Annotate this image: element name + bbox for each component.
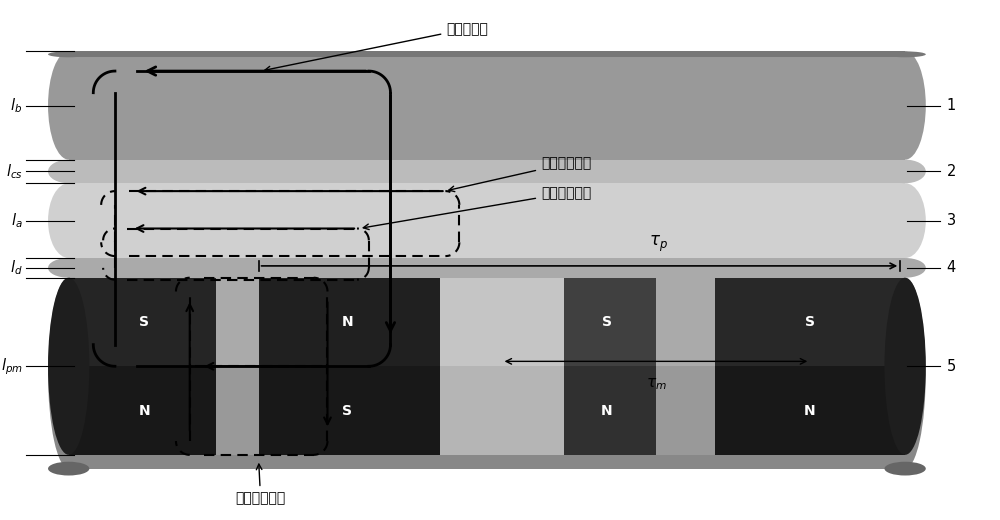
Text: S: S bbox=[805, 315, 815, 329]
Text: 3: 3 bbox=[946, 213, 956, 228]
Ellipse shape bbox=[884, 278, 926, 469]
Text: 5: 5 bbox=[946, 359, 956, 374]
Bar bbox=[69, 258, 905, 278]
Ellipse shape bbox=[884, 278, 926, 455]
Text: 2: 2 bbox=[946, 164, 956, 179]
Ellipse shape bbox=[48, 278, 89, 469]
Ellipse shape bbox=[884, 51, 926, 160]
Text: $l_b$: $l_b$ bbox=[10, 96, 22, 115]
Bar bbox=[69, 278, 905, 469]
Text: 4: 4 bbox=[946, 261, 956, 276]
Bar bbox=[440, 366, 564, 455]
Text: $l_d$: $l_d$ bbox=[10, 258, 22, 277]
Text: 第一泄漏区域: 第一泄漏区域 bbox=[449, 157, 591, 192]
Ellipse shape bbox=[48, 462, 89, 475]
Bar bbox=[715, 366, 905, 455]
Bar bbox=[259, 366, 440, 455]
Bar bbox=[715, 278, 905, 366]
Bar bbox=[69, 183, 905, 258]
Text: $\tau_p$: $\tau_p$ bbox=[649, 234, 668, 254]
Text: 第二泄漏区域: 第二泄漏区域 bbox=[363, 186, 591, 230]
Text: $l_{cs}$: $l_{cs}$ bbox=[6, 162, 22, 181]
Ellipse shape bbox=[48, 51, 89, 57]
Text: 1: 1 bbox=[946, 98, 956, 113]
Text: S: S bbox=[602, 315, 612, 329]
Ellipse shape bbox=[48, 258, 89, 278]
Text: N: N bbox=[804, 404, 815, 418]
Bar bbox=[564, 366, 656, 455]
Bar bbox=[69, 366, 216, 455]
Ellipse shape bbox=[884, 462, 926, 475]
Text: N: N bbox=[601, 404, 613, 418]
Ellipse shape bbox=[884, 258, 926, 278]
Text: S: S bbox=[139, 315, 149, 329]
Bar bbox=[69, 160, 905, 183]
Text: $l_{pm}$: $l_{pm}$ bbox=[1, 356, 22, 376]
Bar bbox=[564, 278, 656, 366]
Text: N: N bbox=[139, 404, 150, 418]
Text: $l_a$: $l_a$ bbox=[11, 211, 22, 230]
Text: 主磁通区域: 主磁通区域 bbox=[265, 22, 488, 72]
Text: S: S bbox=[342, 404, 352, 418]
Text: $\tau_m$: $\tau_m$ bbox=[646, 376, 666, 392]
Ellipse shape bbox=[884, 51, 926, 57]
Ellipse shape bbox=[48, 278, 89, 455]
Ellipse shape bbox=[884, 160, 926, 183]
Bar bbox=[69, 278, 216, 366]
Ellipse shape bbox=[48, 183, 89, 258]
Bar bbox=[216, 366, 259, 455]
Bar bbox=[259, 278, 440, 366]
Bar bbox=[69, 51, 905, 57]
Ellipse shape bbox=[884, 183, 926, 258]
Ellipse shape bbox=[48, 160, 89, 183]
Bar bbox=[656, 278, 715, 366]
Bar bbox=[216, 278, 259, 366]
Bar bbox=[656, 366, 715, 455]
Ellipse shape bbox=[48, 51, 89, 160]
Text: 第三泄漏区域: 第三泄漏区域 bbox=[235, 464, 286, 505]
Bar bbox=[440, 278, 564, 366]
Text: N: N bbox=[341, 315, 353, 329]
Bar bbox=[69, 51, 905, 160]
